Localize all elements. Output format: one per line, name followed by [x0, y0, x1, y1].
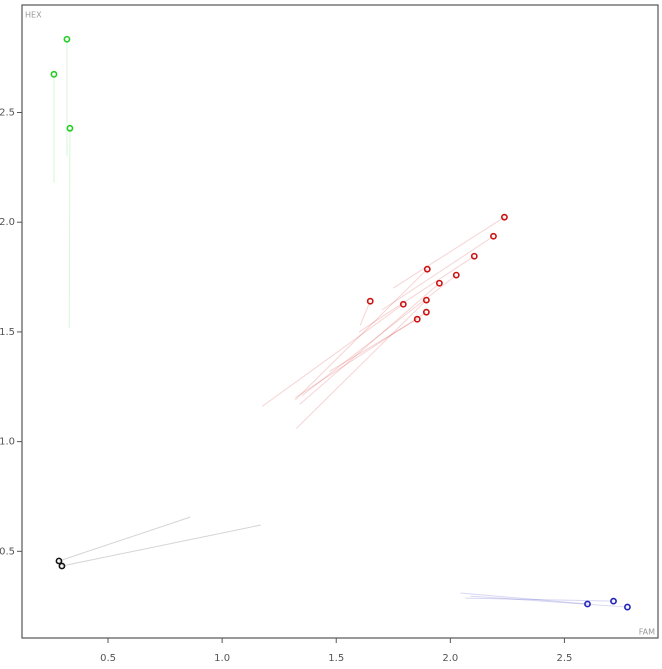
x-axis-label: FAM — [639, 628, 655, 637]
trail — [261, 303, 404, 407]
y-tick-label: 1.5 — [0, 327, 15, 338]
trail — [68, 128, 71, 328]
plot-frame — [21, 4, 659, 639]
point — [423, 265, 431, 273]
x-tick-label: 1.0 — [214, 653, 230, 664]
x-tick-label: 1.5 — [328, 653, 344, 664]
trail — [470, 595, 628, 608]
x-tick-label: 2.0 — [442, 653, 458, 664]
trail — [58, 516, 191, 562]
point — [55, 557, 63, 565]
point — [501, 213, 508, 221]
trail — [301, 274, 457, 396]
point — [422, 296, 430, 304]
trail — [381, 235, 494, 311]
point — [399, 300, 407, 308]
y-tick-label: 2.0 — [0, 217, 15, 228]
trail — [465, 597, 614, 602]
trail — [359, 301, 371, 326]
point — [63, 35, 71, 43]
point — [470, 252, 478, 260]
trail — [460, 592, 588, 605]
trail — [358, 255, 475, 333]
point — [490, 232, 497, 240]
trail — [329, 318, 418, 372]
x-tick-label: 0.5 — [100, 653, 116, 664]
x-tick-label: 2.5 — [556, 653, 572, 664]
point — [366, 297, 374, 305]
point — [624, 603, 631, 611]
y-tick-label: 1.0 — [0, 437, 15, 448]
point — [50, 70, 58, 78]
trail — [295, 299, 427, 429]
y-tick-label: 0.5 — [0, 546, 15, 557]
y-tick-label: 2.5 — [0, 108, 15, 119]
point — [584, 600, 591, 608]
point — [58, 562, 66, 570]
point — [452, 271, 460, 279]
y-axis-label: HEX — [25, 11, 42, 20]
trail — [294, 268, 428, 401]
trail — [393, 216, 505, 289]
trail — [61, 524, 262, 567]
point — [435, 279, 443, 287]
trail — [299, 282, 440, 405]
point — [422, 308, 430, 316]
trail — [294, 311, 427, 399]
point — [610, 597, 617, 605]
point — [66, 124, 74, 132]
point — [413, 315, 421, 323]
